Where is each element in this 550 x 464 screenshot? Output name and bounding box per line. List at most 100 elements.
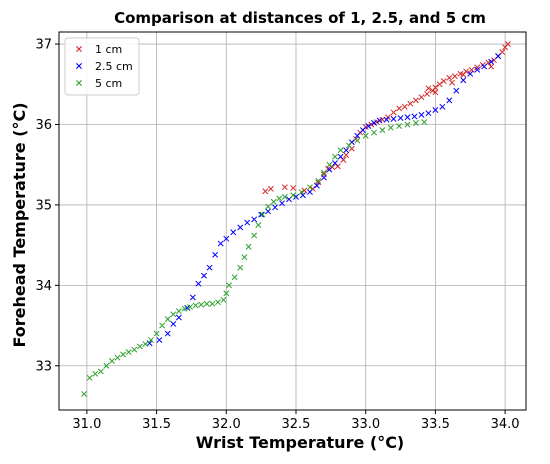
data-point xyxy=(265,203,272,210)
data-point xyxy=(290,192,297,199)
data-point xyxy=(320,169,327,176)
data-point xyxy=(142,341,149,348)
data-point xyxy=(379,127,386,134)
axis-ticks: 31.0 31.5 32.0 32.5 33.0 33.5 34.0 33 34 35 36 37 xyxy=(35,38,519,432)
data-point xyxy=(270,198,277,205)
data-point xyxy=(244,219,251,226)
data-point xyxy=(453,87,460,94)
data-point xyxy=(300,192,306,199)
data-point xyxy=(214,299,221,306)
data-point xyxy=(425,110,432,117)
data-point xyxy=(362,132,369,139)
data-point xyxy=(81,390,88,397)
x-tick-label: 34.0 xyxy=(491,417,520,432)
data-point xyxy=(281,184,288,191)
data-point xyxy=(383,116,390,123)
data-point xyxy=(446,74,453,81)
data-point xyxy=(337,147,344,154)
data-point xyxy=(326,161,333,168)
legend-marker xyxy=(76,46,82,52)
data-point xyxy=(306,184,313,191)
data-point xyxy=(298,189,305,196)
data-point xyxy=(131,346,138,353)
legend-label: 1 cm xyxy=(95,43,122,56)
data-point xyxy=(404,114,411,121)
x-axis-title: Wrist Temperature (°C) xyxy=(196,433,405,452)
data-point xyxy=(306,189,313,196)
data-point xyxy=(396,105,403,112)
data-point xyxy=(245,243,252,250)
data-point xyxy=(175,308,182,315)
x-tick-label: 33.5 xyxy=(421,417,450,432)
data-point xyxy=(407,100,414,107)
data-point xyxy=(293,193,299,200)
data-point xyxy=(343,147,350,154)
data-point xyxy=(189,294,196,301)
data-point xyxy=(397,115,404,122)
data-points xyxy=(81,41,511,397)
data-point xyxy=(390,109,397,116)
data-point xyxy=(259,211,266,218)
data-point xyxy=(439,103,446,110)
data-point xyxy=(440,78,447,85)
data-point xyxy=(343,152,350,159)
data-point xyxy=(220,296,227,303)
data-point xyxy=(411,113,418,120)
x-tick-label: 31.5 xyxy=(142,417,171,432)
data-point xyxy=(92,370,99,377)
data-point xyxy=(436,81,443,88)
data-point xyxy=(153,330,160,337)
data-point xyxy=(467,70,474,77)
data-point xyxy=(365,123,372,130)
x-tick-label: 31.0 xyxy=(72,417,101,432)
data-point xyxy=(315,179,322,186)
x-tick-label: 33.0 xyxy=(351,417,380,432)
data-point xyxy=(148,337,154,343)
legend-label: 5 cm xyxy=(95,77,122,90)
data-point xyxy=(187,304,193,311)
data-point xyxy=(164,316,171,323)
data-point xyxy=(159,322,166,329)
data-point xyxy=(181,305,188,312)
data-point xyxy=(421,119,428,126)
data-point xyxy=(446,97,453,104)
x-tick-label: 32.0 xyxy=(212,417,241,432)
x-tick-label: 32.5 xyxy=(282,417,311,432)
data-point xyxy=(354,137,361,144)
data-point xyxy=(217,240,224,247)
data-point xyxy=(276,195,283,202)
data-point xyxy=(223,290,230,297)
data-point xyxy=(281,193,288,200)
data-point xyxy=(425,85,432,92)
data-point xyxy=(449,79,456,86)
y-tick-label: 34 xyxy=(35,279,52,294)
data-point xyxy=(432,84,439,91)
data-point xyxy=(396,123,403,130)
data-point xyxy=(488,58,495,65)
data-point xyxy=(301,187,308,194)
data-point xyxy=(488,63,495,70)
data-point xyxy=(86,374,93,381)
series-2-5-cm xyxy=(146,53,502,347)
data-point xyxy=(230,229,237,236)
data-point xyxy=(432,89,439,96)
data-point xyxy=(359,127,366,134)
data-point xyxy=(272,204,279,211)
y-tick-label: 36 xyxy=(35,118,52,133)
data-point xyxy=(326,166,333,173)
data-point xyxy=(474,64,481,71)
data-point xyxy=(267,185,274,192)
data-point xyxy=(346,142,352,149)
data-point xyxy=(206,264,213,271)
data-point xyxy=(195,280,202,287)
data-point xyxy=(258,211,265,218)
data-point xyxy=(114,354,121,361)
data-point xyxy=(332,153,338,160)
data-point xyxy=(164,330,171,337)
data-point xyxy=(468,66,475,73)
data-point xyxy=(255,222,262,228)
data-point xyxy=(376,117,383,124)
data-point xyxy=(424,90,430,97)
data-point xyxy=(412,119,419,126)
data-point xyxy=(504,41,511,48)
